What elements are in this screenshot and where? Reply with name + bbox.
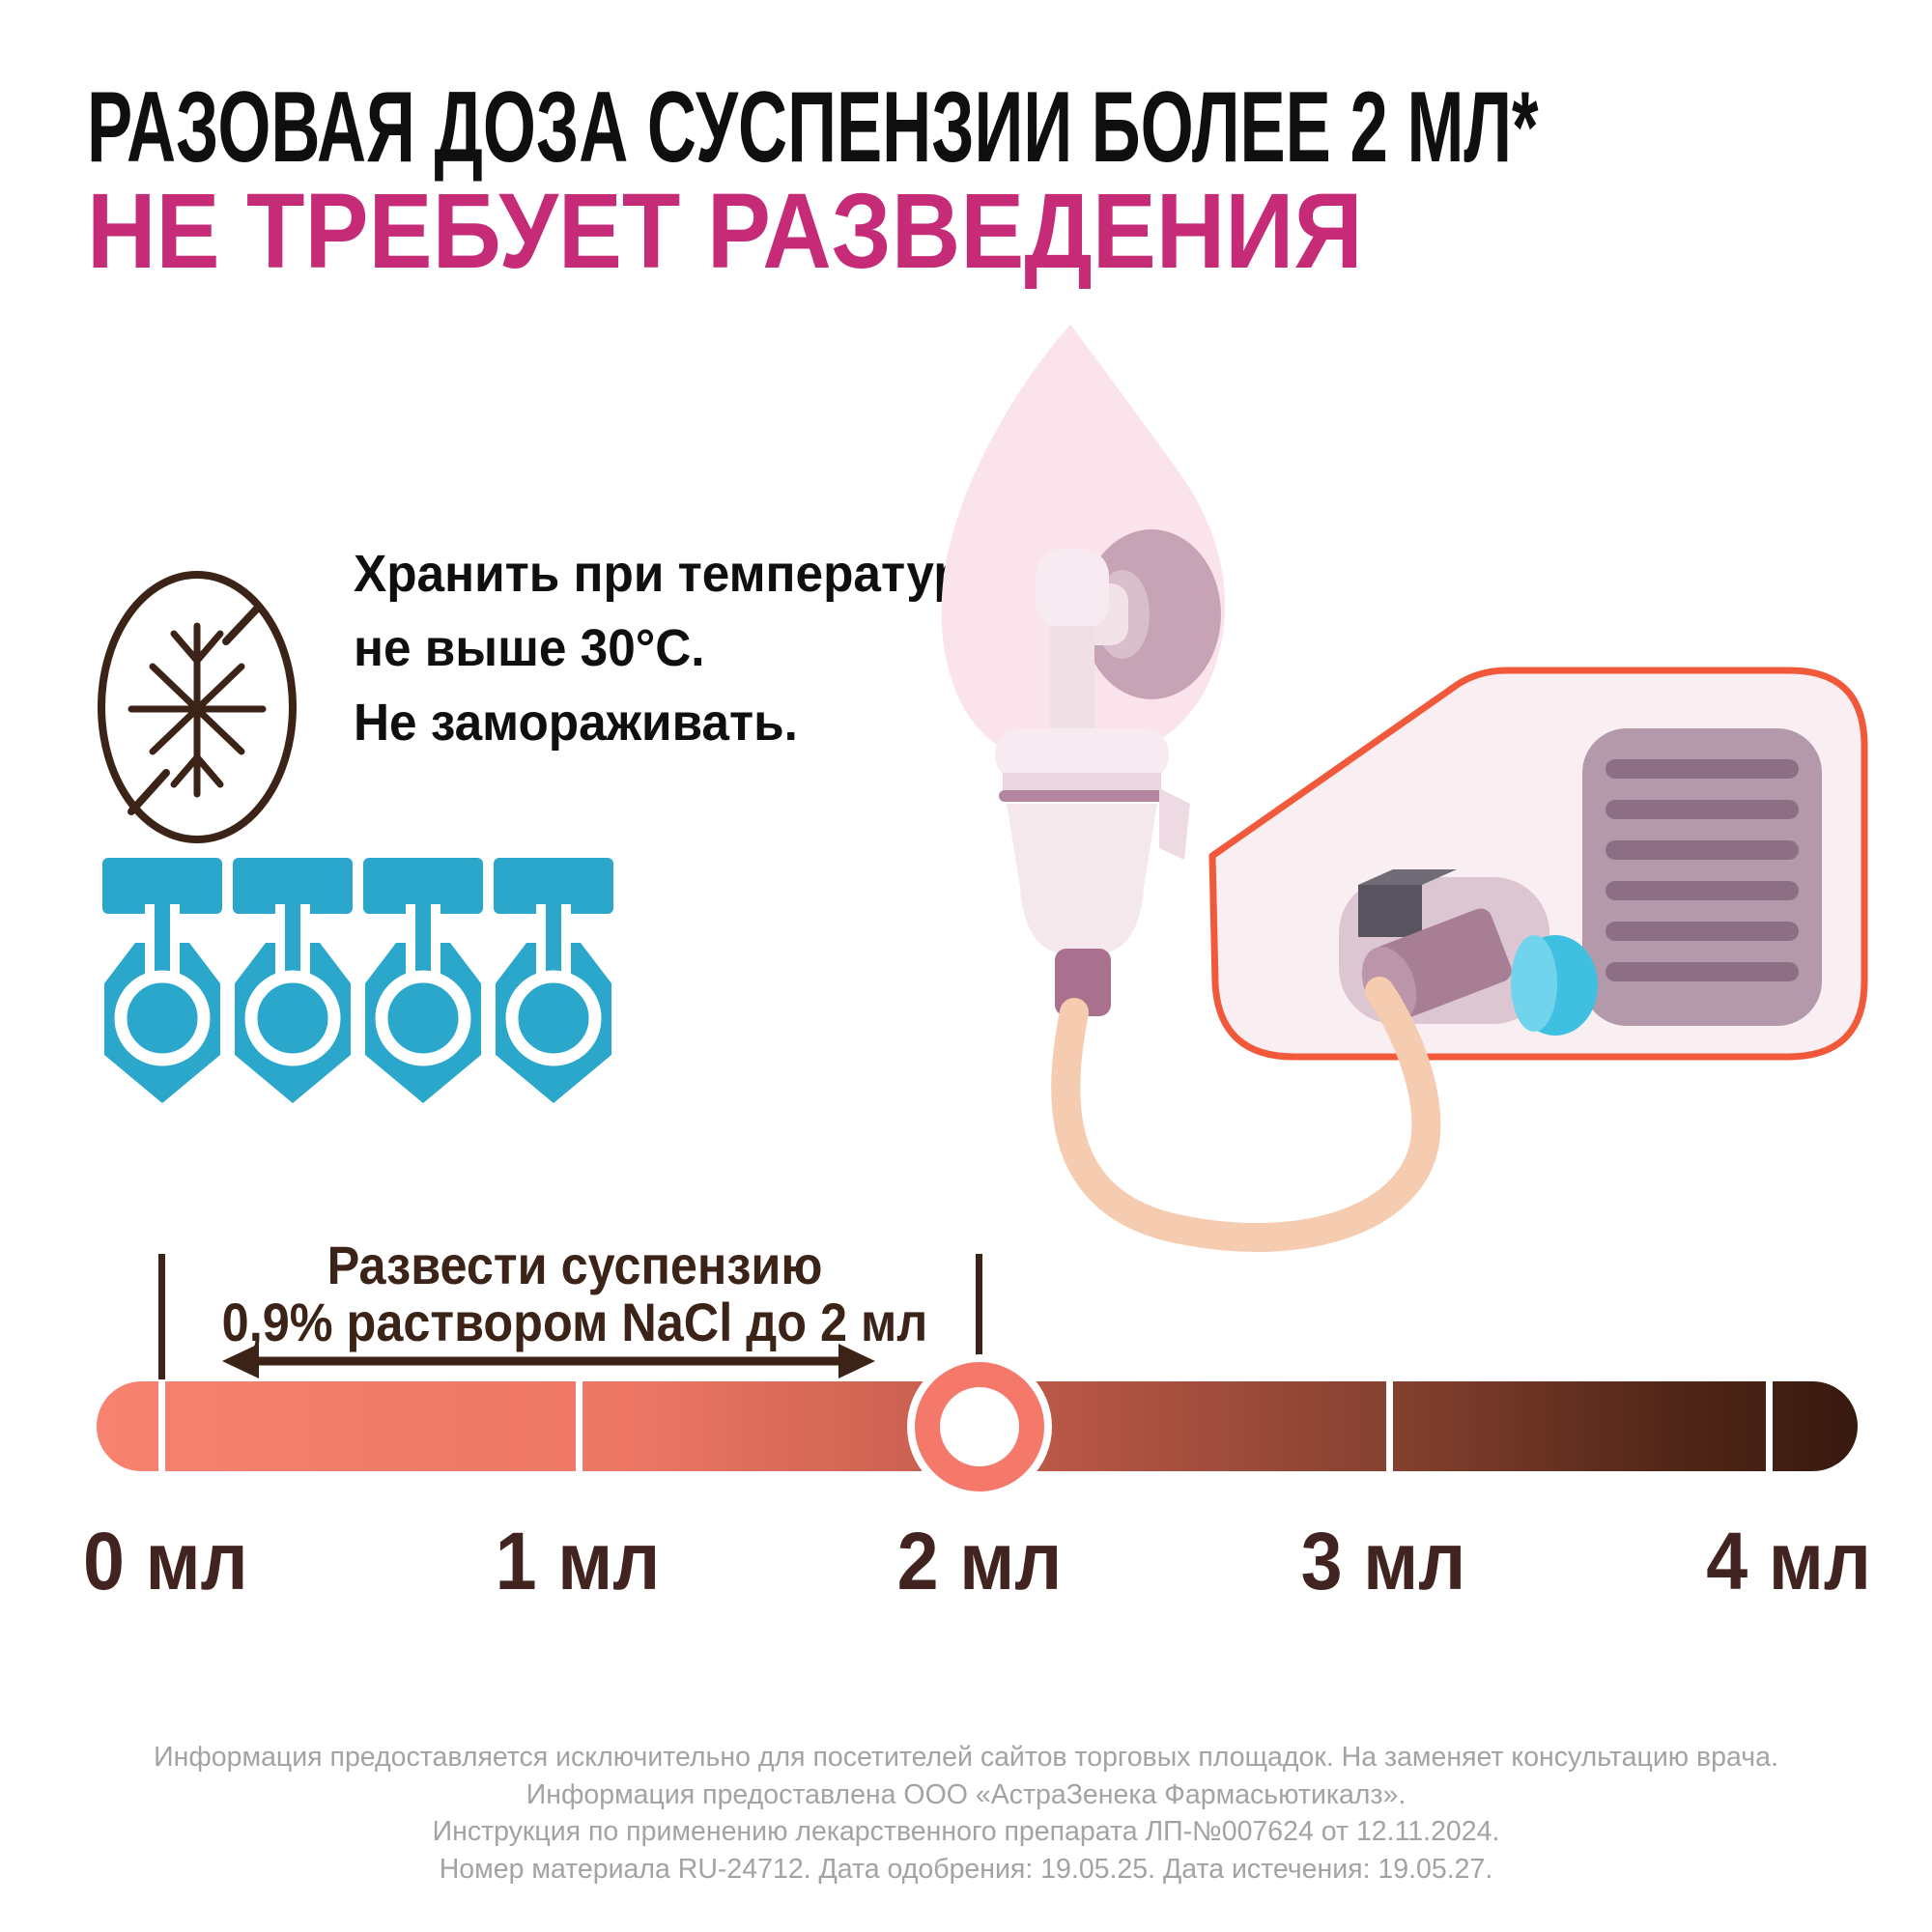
footer-line: Инструкция по применению лекарственного … xyxy=(432,1816,1500,1847)
storage-note: Хранить при температуре не выше 30°С. Не… xyxy=(354,537,991,760)
footer-line: Информация предоставлена ООО «АстраЗенек… xyxy=(526,1778,1406,1810)
dose-marker-2ml xyxy=(915,1362,1044,1492)
double-arrow-icon xyxy=(222,1344,875,1378)
compressor-unit xyxy=(1208,667,1868,1061)
dilution-annotation: Развести суспензию 0,9% раствором NaCl д… xyxy=(206,1236,945,1350)
storage-line: Хранить при температуре xyxy=(354,545,992,603)
scale-label-2ml: 2 мл xyxy=(896,1516,1063,1606)
no-freeze-icon xyxy=(98,571,297,843)
snowflake-glyph xyxy=(128,622,267,798)
mouthpiece xyxy=(1036,549,1128,734)
nebulizer-illustration xyxy=(941,325,1868,1253)
ampoule-icon xyxy=(494,858,613,1103)
bar-divider-0ml xyxy=(158,1381,165,1471)
scale-label-3ml: 3 мл xyxy=(1300,1516,1466,1606)
scale-label-4ml: 4 мл xyxy=(1706,1516,1871,1606)
ampoule-icon xyxy=(102,858,222,1103)
bar-divider-3ml xyxy=(1386,1381,1393,1471)
bar-divider-4ml xyxy=(1766,1381,1773,1471)
scale-label-0ml: 0 мл xyxy=(83,1516,248,1606)
footer-line: Информация предоставляется исключительно… xyxy=(154,1742,1778,1773)
footer-line: Номер материала RU-24712. Дата одобрения… xyxy=(439,1853,1493,1885)
ampoule-strip xyxy=(100,858,615,1109)
strike-through xyxy=(128,605,261,815)
bar-divider-1ml xyxy=(576,1381,582,1471)
storage-line: Не замораживать. xyxy=(354,694,798,752)
legal-footer: Информация предоставляется исключительно… xyxy=(0,1739,1932,1888)
air-outlet-knob xyxy=(1358,869,1457,937)
scale-tick-0ml xyxy=(158,1254,165,1379)
nebulizer-chamber xyxy=(995,728,1190,1016)
scale-label-1ml: 1 мл xyxy=(495,1516,661,1606)
dilution-annotation-line: Развести суспензию xyxy=(327,1235,823,1295)
vent-panel xyxy=(1582,728,1822,1026)
dilution-annotation-line: 0,9% раствором NaCl до 2 мл xyxy=(221,1292,928,1352)
air-tube xyxy=(1051,977,1441,1253)
cyan-button xyxy=(1511,935,1598,1036)
page-title: РАЗОВАЯ ДОЗА СУСПЕНЗИИ БОЛЕЕ 2 МЛ* xyxy=(87,71,1539,184)
ampoule-icon xyxy=(233,858,353,1103)
page-subtitle: НЕ ТРЕБУЕТ РАЗВЕДЕНИЯ xyxy=(87,172,1363,291)
storage-line: не выше 30°С. xyxy=(354,619,705,677)
scale-tick-2ml xyxy=(976,1254,982,1356)
ampoule-icon xyxy=(363,858,483,1103)
